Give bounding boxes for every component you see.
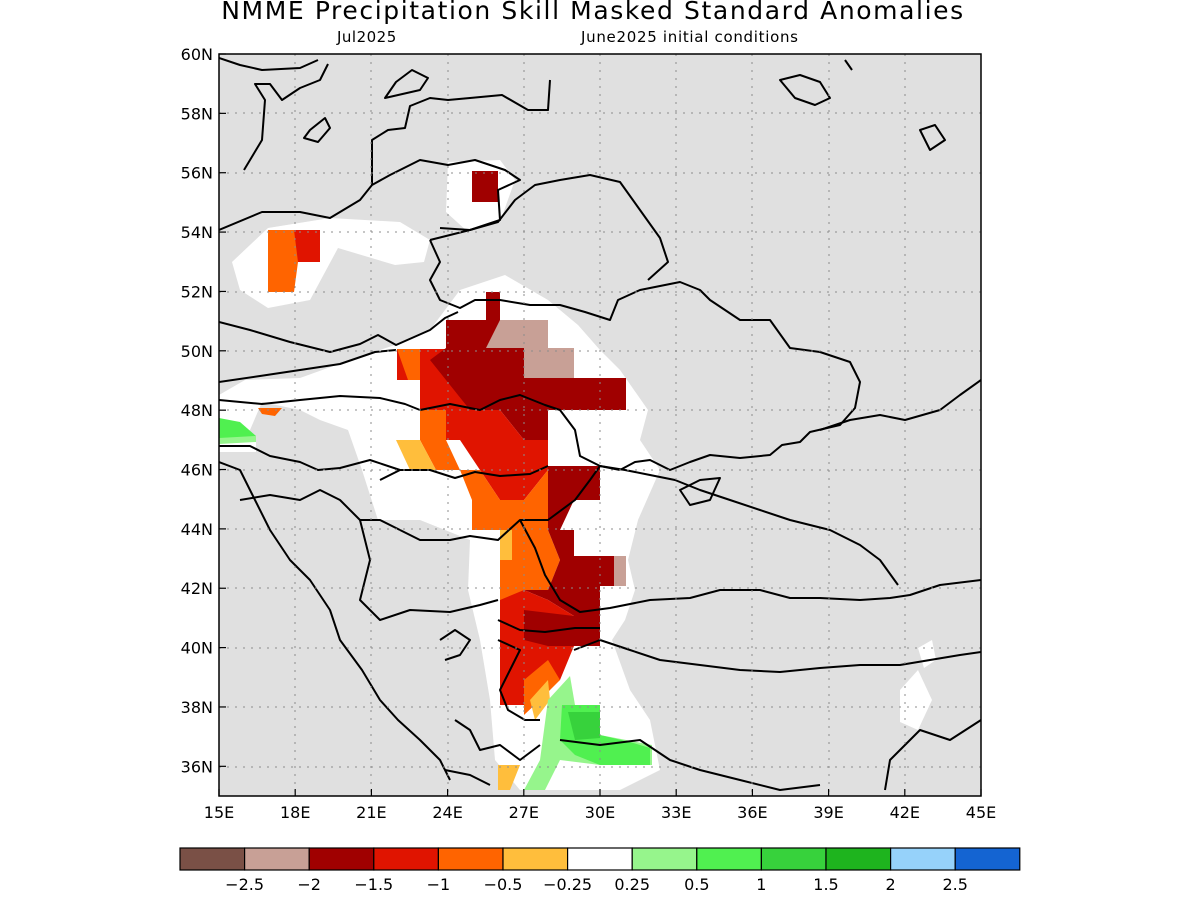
colorbar-swatch: [373, 847, 439, 871]
colorbar-swatch: [437, 847, 504, 871]
lon-tick-label: 36E: [737, 803, 767, 822]
colorbar-label: −2.5: [225, 875, 264, 894]
colorbar-label: 2: [886, 875, 896, 894]
colorbar-swatch: [566, 847, 633, 871]
coastlines-and-borders: [219, 57, 981, 791]
longitude-axis: 15E 18E 21E 24E 27E 30E 33E 36E 39E 42E 45E: [204, 789, 996, 822]
colorbar-swatch: [954, 847, 1021, 871]
colorbar-label: −1: [427, 875, 451, 894]
colorbar-swatch: [889, 847, 956, 871]
lat-tick-label: 42N: [181, 579, 213, 598]
lon-tick-label: 18E: [280, 803, 310, 822]
colorbar-swatch: [631, 847, 698, 871]
colorbar-swatch: [502, 847, 569, 871]
lat-tick-label: 46N: [181, 461, 213, 480]
colorbar-label: −0.25: [543, 875, 592, 894]
colorbar-swatch: [179, 847, 246, 871]
colorbar-label: 0.25: [614, 875, 650, 894]
colorbar-label: 1.5: [813, 875, 838, 894]
colorbar-swatch: [696, 847, 762, 871]
lat-tick-label: 40N: [181, 639, 213, 658]
lat-tick-label: 44N: [181, 520, 213, 539]
colorbar-swatch: [760, 847, 827, 871]
lon-tick-label: 15E: [204, 803, 234, 822]
lat-tick-label: 60N: [181, 45, 213, 64]
colorbar-label: 1: [756, 875, 766, 894]
lat-tick-label: 36N: [181, 757, 213, 776]
colorbar-label: −2: [297, 875, 321, 894]
latitude-axis: 36N 38N 40N 42N 44N 46N 48N 50N 52N 54N 56N 58N 60N: [181, 45, 226, 776]
colorbar-swatch: [308, 847, 375, 871]
initial-conditions: June2025 initial conditions: [581, 28, 799, 46]
colorbar-swatch: [244, 847, 310, 871]
lat-tick-label: 50N: [181, 342, 213, 361]
colorbar-swatch: [825, 847, 892, 871]
lon-tick-label: 39E: [813, 803, 843, 822]
lat-tick-label: 38N: [181, 698, 213, 717]
lon-tick-label: 42E: [890, 803, 920, 822]
lon-tick-label: 21E: [356, 803, 386, 822]
colorbar-label: 0.5: [684, 875, 709, 894]
lon-tick-label: 45E: [966, 803, 996, 822]
forecast-month: Jul2025: [337, 28, 397, 46]
lat-tick-label: 58N: [181, 104, 213, 123]
lat-tick-label: 54N: [181, 223, 213, 242]
lon-tick-label: 30E: [585, 803, 615, 822]
lat-tick-label: 52N: [181, 282, 213, 301]
map-title: NMME Precipitation Skill Masked Standard…: [221, 0, 965, 25]
lat-tick-label: 48N: [181, 401, 213, 420]
lat-tick-label: 56N: [181, 164, 213, 183]
dry-anomaly-areas: [258, 171, 626, 790]
colorbar-label: 2.5: [942, 875, 967, 894]
colorbar: −2.5 −2 −1.5 −1 −0.5 −0.25 0.25 0.5 1 1.5 2 2.5: [179, 847, 1021, 894]
lon-tick-label: 33E: [661, 803, 691, 822]
lon-tick-label: 24E: [432, 803, 462, 822]
colorbar-label: −1.5: [354, 875, 393, 894]
lon-tick-label: 27E: [509, 803, 539, 822]
colorbar-label: −0.5: [484, 875, 523, 894]
wet-anomaly-areas: [219, 418, 652, 790]
